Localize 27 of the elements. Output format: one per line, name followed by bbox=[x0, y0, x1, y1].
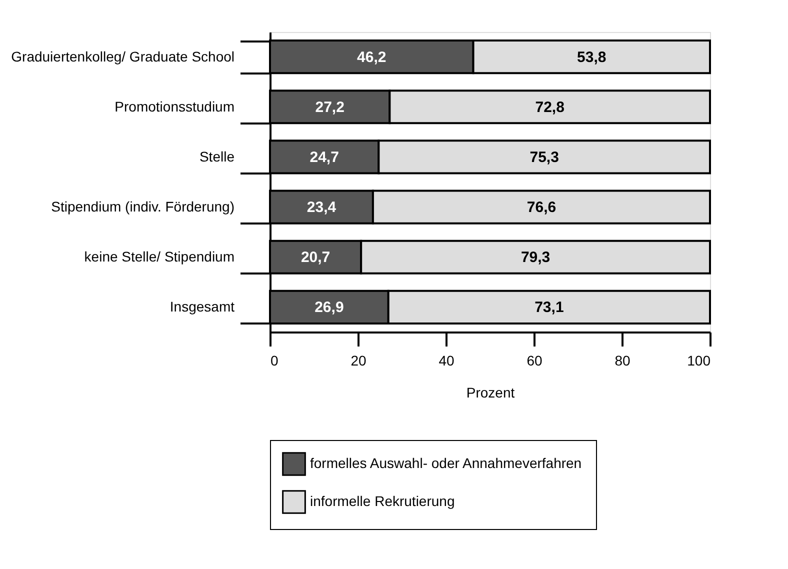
x-tick-label: 80 bbox=[614, 352, 630, 368]
x-tick-label: 0 bbox=[270, 352, 278, 368]
y-tick-label: keine Stelle/ Stipendium bbox=[84, 248, 234, 265]
x-tick-label: 40 bbox=[438, 352, 454, 368]
x-tick-label: 100 bbox=[687, 352, 711, 368]
data-label: 75,3 bbox=[530, 148, 559, 166]
y-tick-label: Insgesamt bbox=[170, 298, 235, 315]
data-label: 24,7 bbox=[310, 148, 339, 166]
data-label: 53,8 bbox=[577, 48, 606, 66]
data-label: 76,6 bbox=[526, 199, 556, 216]
x-tick-label: 60 bbox=[526, 352, 542, 368]
x-tick-label: 20 bbox=[350, 352, 366, 368]
data-label: 46,2 bbox=[357, 48, 386, 66]
x-axis-title: Prozent bbox=[466, 384, 515, 400]
y-tick-label: Graduiertenkolleg/ Graduate School bbox=[11, 48, 234, 64]
data-label: 79,3 bbox=[520, 249, 550, 266]
data-label: 23,4 bbox=[306, 199, 337, 216]
y-tick-label: Stipendium (indiv. Förderung) bbox=[51, 198, 234, 215]
legend-label: informelle Rekrutierung bbox=[310, 493, 455, 509]
data-label: 27,2 bbox=[315, 98, 344, 116]
data-label: 72,8 bbox=[535, 98, 564, 116]
data-label: 26,9 bbox=[314, 299, 344, 316]
data-label: 73,1 bbox=[534, 299, 564, 316]
y-tick-label: Promotionsstudium bbox=[114, 98, 234, 114]
y-tick-label: Stelle bbox=[199, 148, 235, 164]
data-label: 20,7 bbox=[300, 249, 330, 266]
legend-label: formelles Auswahl- oder Annahmeverfahren bbox=[310, 455, 582, 471]
